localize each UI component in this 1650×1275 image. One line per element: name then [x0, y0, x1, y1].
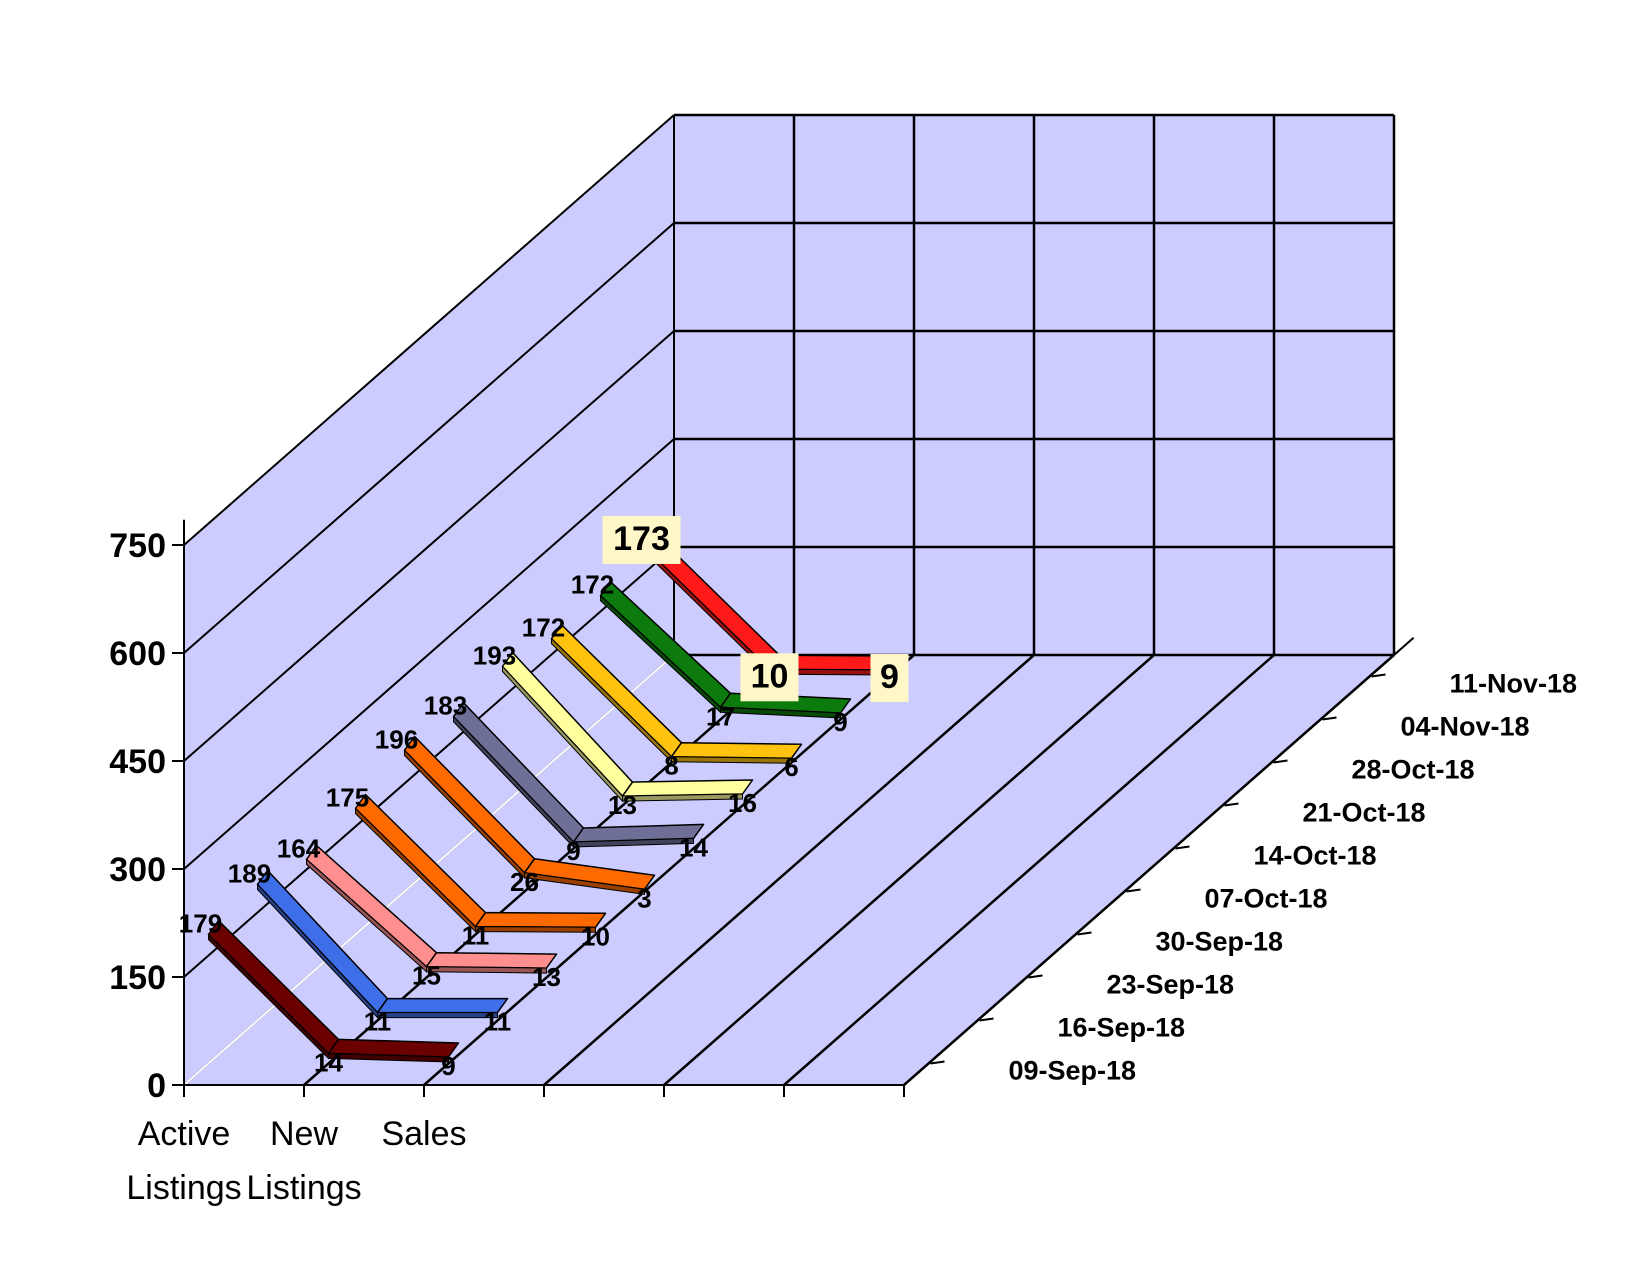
data-label: 14	[679, 832, 708, 862]
series-axis-label: 11-Nov-18	[1450, 669, 1578, 699]
data-label: 196	[375, 724, 418, 754]
side-gridline	[183, 438, 675, 870]
data-label: 175	[326, 783, 369, 813]
data-label: 179	[179, 909, 222, 939]
category-label: Active	[138, 1115, 231, 1153]
series-axis-label: 04-Nov-18	[1401, 712, 1530, 742]
series-tick-mark	[930, 1060, 945, 1065]
series-axis-label: 21-Oct-18	[1303, 798, 1426, 828]
series-tick-mark	[979, 1017, 994, 1022]
value-tick-label: 150	[109, 959, 166, 997]
side-gridline	[183, 330, 675, 762]
data-label: 11	[462, 921, 490, 951]
data-label: 16	[728, 788, 757, 818]
data-label: 11	[484, 1007, 512, 1037]
chart-series	[207, 537, 901, 1063]
ribbon-segment-edge	[475, 926, 596, 933]
ribbon-segment-edge	[524, 872, 645, 895]
value-tick-label: 450	[109, 743, 166, 781]
category-label: Listings	[246, 1169, 361, 1207]
value-tick-label: 300	[109, 851, 166, 889]
data-label: 10	[751, 657, 789, 695]
ribbon-segment	[670, 741, 803, 759]
series-axis-label: 14-Oct-18	[1254, 841, 1377, 871]
floor-depth-line	[423, 654, 915, 1086]
series-tick-mark	[1175, 845, 1190, 850]
data-label: 6	[784, 752, 798, 782]
data-label: 173	[613, 520, 670, 558]
series-tick-mark	[1273, 759, 1288, 764]
floor-depth-line	[543, 654, 1035, 1086]
series-axis-label: 07-Oct-18	[1205, 884, 1328, 914]
ribbon-segment-edge	[720, 706, 841, 719]
ribbon-segment-edge	[377, 1012, 498, 1019]
ribbon-segment-edge	[573, 837, 694, 848]
floor-depth-line	[663, 654, 1155, 1086]
value-tick-label: 0	[147, 1067, 166, 1105]
data-label: 193	[473, 641, 516, 671]
data-label-box	[870, 654, 909, 703]
data-label: 13	[532, 962, 561, 992]
side-wall	[184, 115, 674, 1085]
side-gridline	[183, 114, 675, 546]
data-label: 172	[522, 613, 565, 643]
floor-depth-line	[783, 654, 1275, 1086]
category-label: Sales	[381, 1115, 466, 1153]
data-label: 14	[314, 1047, 343, 1077]
data-label: 172	[571, 570, 614, 600]
data-label: 11	[364, 1007, 392, 1037]
chart-labels: 0 150 300 450 600 750 Active Listings New Listing…	[109, 515, 1578, 1207]
category-label: New	[270, 1115, 338, 1153]
series-tick-mark	[1126, 888, 1141, 893]
series-axis-label: 16-Sep-18	[1058, 1013, 1186, 1043]
series-axis-label: 30-Sep-18	[1156, 927, 1284, 957]
data-label: 189	[228, 858, 271, 888]
data-label-box	[740, 653, 799, 702]
series-tick-mark	[1224, 802, 1239, 807]
series-tick-mark	[1028, 974, 1043, 979]
data-label-box	[602, 515, 681, 564]
data-label: 9	[880, 658, 899, 696]
data-label: 3	[637, 883, 651, 913]
data-label: 9	[833, 707, 847, 737]
series-tick-mark	[1322, 716, 1337, 721]
data-label: 8	[664, 751, 678, 781]
ribbon-segment-edge	[622, 793, 743, 802]
data-label: 9	[566, 836, 580, 866]
category-label: Listings	[126, 1169, 241, 1207]
data-label: 26	[510, 867, 539, 897]
data-label: 9	[441, 1051, 455, 1081]
data-label: 15	[412, 961, 441, 991]
series-axis-label: 09-Sep-18	[1009, 1056, 1137, 1086]
data-label: 13	[608, 790, 637, 820]
side-gridline	[183, 222, 675, 654]
data-label: 164	[277, 833, 321, 863]
series-axis-label: 28-Oct-18	[1352, 755, 1475, 785]
ribbon-segment-edge	[426, 966, 547, 974]
series-tick-mark	[1371, 673, 1386, 678]
value-tick-label: 600	[109, 635, 166, 673]
ribbon-segment-edge	[671, 756, 792, 764]
value-tick-label: 750	[109, 527, 166, 565]
data-label: 17	[706, 701, 735, 731]
ribbon-segment-edge	[328, 1052, 449, 1063]
series-axis-label: 23-Sep-18	[1107, 970, 1235, 1000]
series-tick-mark	[1077, 931, 1092, 936]
series-axis-line	[903, 637, 1415, 1086]
data-label: 183	[424, 691, 467, 721]
data-label: 10	[581, 921, 610, 951]
